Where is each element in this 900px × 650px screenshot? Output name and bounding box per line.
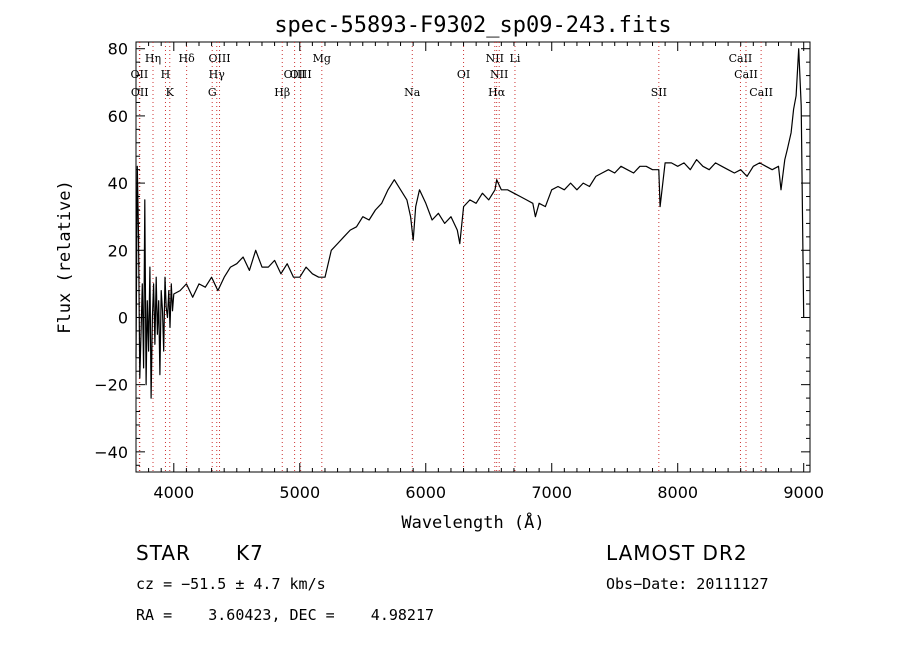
y-axis-label: Flux (relative) (55, 180, 75, 334)
line-marker-label: SII (651, 86, 667, 99)
line-marker-label: OIII (290, 68, 312, 81)
line-marker-label: Mg (313, 52, 331, 65)
line-marker-label: NII (486, 52, 504, 65)
series-layer (135, 48, 805, 399)
x-tick-label: 7000 (531, 483, 572, 502)
line-markers: OIIOIIHηHKHδOIIIHγGHβOIIIOIIIMgNaOINIILi… (131, 42, 773, 472)
y-tick-label: 80 (108, 40, 128, 59)
line-marker-label: Hη (145, 52, 161, 65)
line-marker-label: Na (404, 86, 421, 99)
x-tick-label: 6000 (405, 483, 446, 502)
line-marker-label: Li (510, 52, 521, 65)
line-marker-label: OI (457, 68, 470, 81)
line-marker-label: CaII (729, 52, 753, 65)
line-marker-label: OIII (284, 68, 306, 81)
spectrum-plot: spec-55893-F9302_sp09-243.fits OIIOIIHηH… (55, 13, 824, 533)
x-tick-label: 5000 (279, 483, 320, 502)
line-marker-label: NII (490, 68, 508, 81)
survey-name: LAMOST DR2 (606, 541, 748, 565)
x-axis-label: Wavelength (Å) (401, 511, 544, 533)
line-marker-label: Hγ (209, 68, 226, 81)
y-tick-label: 20 (108, 241, 128, 260)
line-marker-label: G (208, 86, 217, 99)
x-tick-label: 8000 (657, 483, 698, 502)
x-tick-label: 4000 (153, 483, 194, 502)
x-tick-label: 9000 (783, 483, 824, 502)
chart-title: spec-55893-F9302_sp09-243.fits (274, 13, 671, 38)
y-tick-label: −40 (94, 443, 128, 462)
redshift-readout: cz = −51.5 ± 4.7 km/s (136, 575, 326, 593)
object-class: STAR (136, 541, 191, 565)
line-marker-label: H (161, 68, 171, 81)
observation-date: Obs−Date: 20111127 (606, 575, 769, 593)
y-tick-label: 0 (118, 308, 128, 327)
spectral-subclass: K7 (236, 541, 264, 565)
line-marker-label: CaII (749, 86, 773, 99)
plot-frame (135, 41, 811, 473)
line-marker-label: Hδ (179, 52, 196, 65)
line-marker-label: CaII (734, 68, 758, 81)
line-marker-label: Hα (488, 86, 506, 99)
spectrum-line (135, 48, 805, 399)
y-tick-label: 60 (108, 107, 128, 126)
line-marker-label: Hβ (274, 86, 290, 99)
y-tick-label: −20 (94, 376, 128, 395)
y-tick-label: 40 (108, 174, 128, 193)
coordinates-readout: RA = 3.60423, DEC = 4.98217 (136, 606, 435, 624)
axis-ticks: 4000 5000 6000 7000 8000 9000 −40 −20 0 20 40 60 80 (94, 40, 824, 502)
line-marker-label: K (166, 86, 175, 99)
line-marker-label: OII (131, 86, 149, 99)
line-marker-label: OIII (208, 52, 230, 65)
